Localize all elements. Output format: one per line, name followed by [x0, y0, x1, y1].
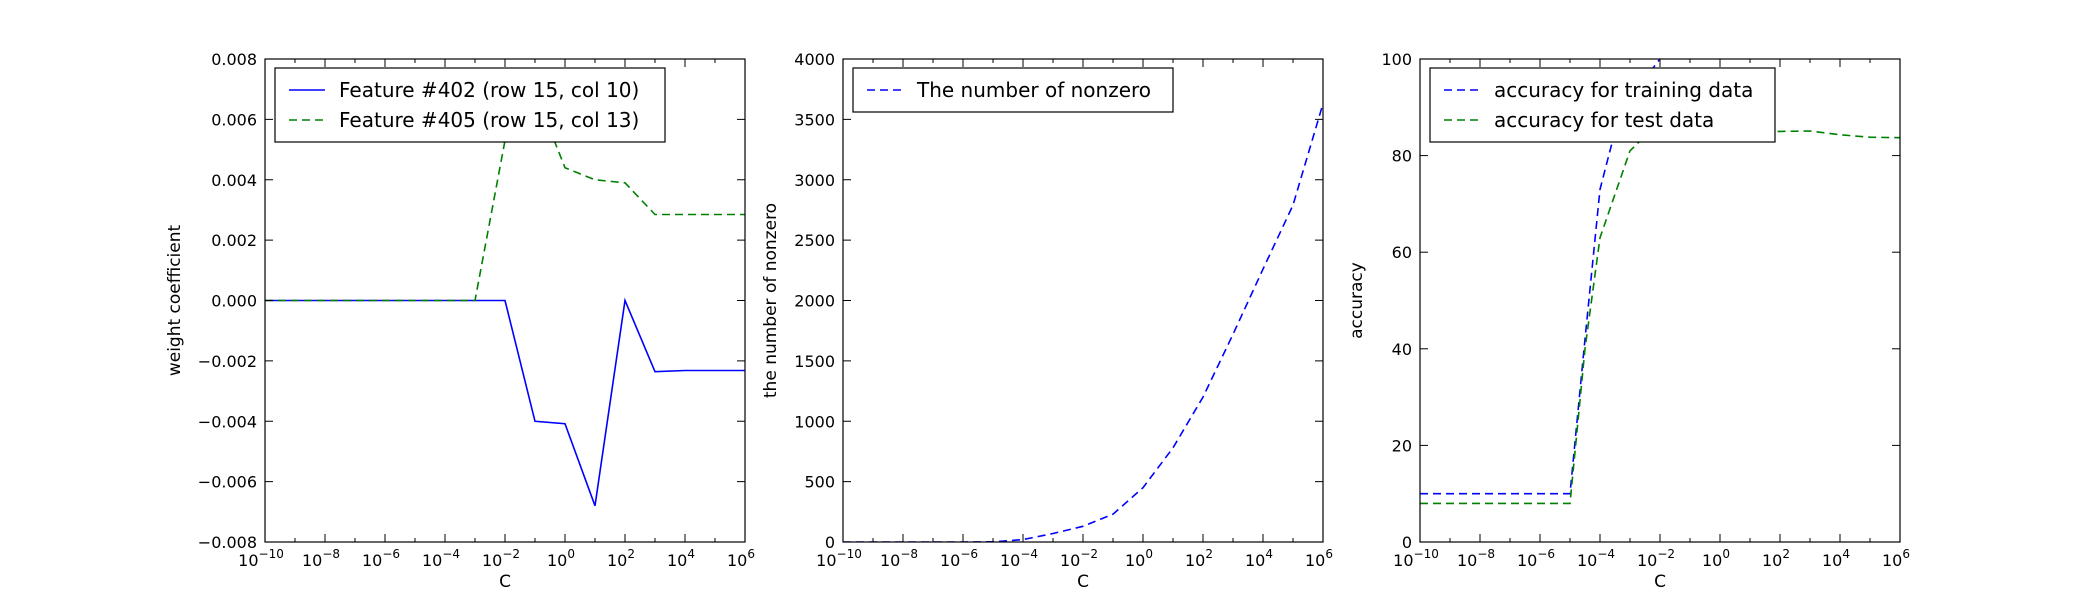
legend-label: Feature #405 (row 15, col 13)	[339, 108, 639, 132]
x-tick-label: 10−4	[1000, 547, 1038, 570]
legend-label: accuracy for test data	[1494, 108, 1714, 132]
series-lines	[265, 90, 745, 507]
y-tick-label: 0.002	[211, 231, 257, 250]
x-tick-label: 104	[667, 547, 695, 570]
y-axis-label: the number of nonzero	[761, 203, 781, 398]
y-tick-label: 80	[1392, 147, 1412, 166]
y-tick-label: 500	[804, 473, 835, 492]
x-tick-label: 10−2	[1060, 547, 1098, 570]
y-tick-label: −0.004	[198, 412, 257, 431]
x-tick-label: 100	[547, 547, 575, 570]
axes-frame	[842, 58, 1324, 543]
y-tick-label: −0.006	[198, 473, 257, 492]
y-tick-label: 40	[1392, 340, 1412, 359]
legend-box	[1429, 67, 1776, 143]
y-tick-label: 0.000	[211, 292, 257, 311]
y-tick-label: 0.006	[211, 110, 257, 129]
x-axis-label: C	[1077, 572, 1089, 592]
chart-panel-1: 10−10 10−8 10−6 10−4 10−2 100 102 104 1060.0080.…	[165, 50, 755, 592]
y-tick-label: 4000	[794, 50, 835, 69]
x-tick-label: 106	[1882, 547, 1910, 570]
x-tick-label: 10−8	[302, 547, 340, 570]
series-line-1	[265, 297, 745, 507]
chart-panel-3: 10−10 10−8 10−6 10−4 10−2 100 102 104 106 0 20 40 60…	[1347, 50, 1910, 592]
x-tick-label: 10−6	[362, 547, 400, 570]
y-tick-label: −0.008	[198, 533, 257, 552]
y-tick-label: 2500	[794, 231, 835, 250]
y-tick-label: 60	[1392, 243, 1412, 262]
y-tick-label: 1500	[794, 352, 835, 371]
y-tick-label: 0.004	[211, 171, 257, 190]
y-tick-label: 0.008	[211, 50, 257, 69]
y-tick-label: 0	[825, 533, 835, 552]
legend: Feature #402 (row 15, col 10) Feature #40…	[274, 67, 666, 143]
series-line-2	[1420, 130, 1900, 505]
x-tick-label: 10−2	[1637, 547, 1675, 570]
x-axis-label: C	[499, 572, 511, 592]
legend-box	[274, 67, 666, 143]
x-tick-label: 102	[1762, 547, 1790, 570]
series-line-2	[265, 90, 745, 302]
y-tick-label: 20	[1392, 436, 1412, 455]
x-tick-label: 10−10	[816, 547, 862, 570]
x-tick-label: 10−4	[1577, 547, 1615, 570]
legend-label: Feature #402 (row 15, col 10)	[339, 78, 639, 102]
x-tick-label: 10−4	[422, 547, 460, 570]
x-axis-label: C	[1654, 572, 1666, 592]
y-tick-label: 2000	[794, 292, 835, 311]
legend-label: The number of nonzero	[916, 78, 1151, 102]
y-axis-label: weight coefficient	[165, 225, 185, 377]
chart-panel-2: 10−10 10−8 10−6 10−4 10−2 100 102 104 106 0 500 100…	[761, 50, 1333, 592]
y-tick-label: 0	[1402, 533, 1412, 552]
series-line-1	[843, 103, 1323, 542]
y-tick-label: 3000	[794, 171, 835, 190]
x-tick-label: 10−10	[1393, 547, 1439, 570]
x-tick-label: 10−6	[940, 547, 978, 570]
legend-label: accuracy for training data	[1494, 78, 1753, 102]
x-tick-label: 10−6	[1517, 547, 1555, 570]
x-tick-label: 102	[1185, 547, 1213, 570]
x-tick-label: 10−8	[880, 547, 918, 570]
y-tick-label: 100	[1381, 50, 1412, 69]
x-tick-label: 104	[1245, 547, 1273, 570]
x-tick-label: 102	[607, 547, 635, 570]
x-tick-label: 100	[1702, 547, 1730, 570]
x-tick-label: 106	[1305, 547, 1333, 570]
series-lines	[843, 103, 1323, 542]
y-tick-label: −0.002	[198, 352, 257, 371]
legend-box	[852, 67, 1174, 113]
legend: accuracy for training data accuracy for t…	[1429, 67, 1776, 143]
y-axis-label: accuracy	[1347, 262, 1367, 339]
legend: The number of nonzero	[852, 67, 1174, 113]
x-tick-label: 106	[727, 547, 755, 570]
x-tick-label: 100	[1125, 547, 1153, 570]
y-tick-label: 1000	[794, 412, 835, 431]
y-tick-label: 3500	[794, 110, 835, 129]
x-tick-label: 10−8	[1457, 547, 1495, 570]
x-tick-label: 104	[1822, 547, 1850, 570]
x-tick-label: 10−2	[482, 547, 520, 570]
